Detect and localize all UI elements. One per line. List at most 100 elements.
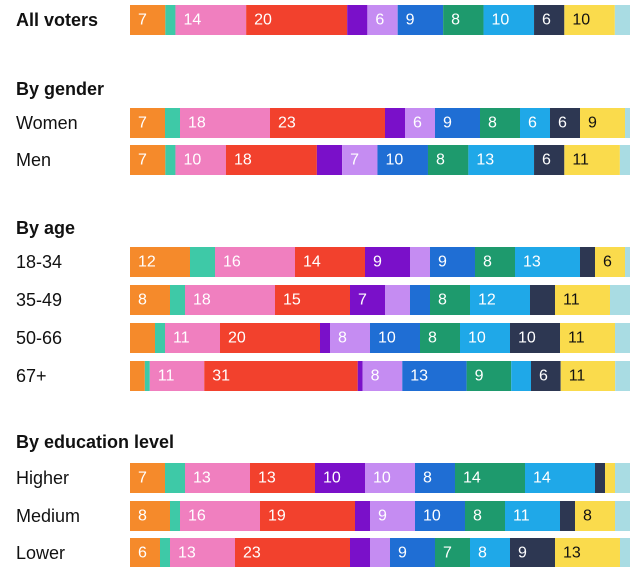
data-label: 8 xyxy=(451,12,460,29)
bar-segment xyxy=(270,108,385,138)
data-label: 13 xyxy=(563,545,581,562)
data-label: 18 xyxy=(234,152,252,169)
data-label: 16 xyxy=(223,254,241,271)
row-label: Lower xyxy=(16,543,65,563)
bar-segment xyxy=(235,538,350,567)
data-label: 8 xyxy=(483,254,492,271)
bar-segment xyxy=(615,501,630,531)
data-label: 8 xyxy=(138,508,147,525)
bar-segment xyxy=(397,5,444,35)
bar-segment xyxy=(180,108,270,138)
data-label: 6 xyxy=(542,12,551,29)
data-label: 18 xyxy=(188,115,206,132)
data-label: 7 xyxy=(138,12,147,29)
data-label: 16 xyxy=(188,508,206,525)
bar-segment xyxy=(614,5,630,35)
bar-segment xyxy=(170,501,180,531)
data-label: 8 xyxy=(371,368,380,385)
data-label: 19 xyxy=(268,508,286,525)
bar-segment xyxy=(155,323,165,353)
data-label: 11 xyxy=(158,368,175,385)
bar-segment xyxy=(415,463,455,493)
bar-segment xyxy=(430,247,475,277)
data-label: 14 xyxy=(533,470,551,487)
data-label: 9 xyxy=(373,254,382,271)
data-label: 9 xyxy=(398,545,407,562)
bar-segment xyxy=(470,538,510,567)
bar-segment xyxy=(530,285,555,315)
data-label: 8 xyxy=(423,470,432,487)
bar-segment xyxy=(560,323,615,353)
bar-segment xyxy=(625,247,630,277)
bar-segment xyxy=(377,145,428,175)
bar-segment xyxy=(610,285,630,315)
bar-segment xyxy=(350,285,385,315)
bar-segment xyxy=(275,285,350,315)
data-label: 10 xyxy=(518,330,536,347)
data-label: 11 xyxy=(569,368,586,385)
data-label: 14 xyxy=(463,470,481,487)
data-label: 8 xyxy=(488,115,497,132)
bar-segment xyxy=(185,285,275,315)
data-label: 18 xyxy=(193,292,211,309)
data-label: 6 xyxy=(375,12,384,29)
bar-segment xyxy=(483,5,535,35)
data-label: 6 xyxy=(413,115,422,132)
bar-segment xyxy=(246,5,348,35)
data-label: 10 xyxy=(373,470,391,487)
bar-segment xyxy=(475,247,515,277)
bar-segment xyxy=(365,463,415,493)
bar-segment xyxy=(620,538,630,567)
bar-segment xyxy=(555,285,610,315)
bar-segment xyxy=(165,108,180,138)
data-label: 9 xyxy=(438,254,447,271)
data-label: 11 xyxy=(173,330,190,347)
bar-segment xyxy=(410,247,430,277)
data-label: 11 xyxy=(563,292,580,309)
data-label: 10 xyxy=(423,508,441,525)
bar-segment xyxy=(330,323,370,353)
bar-segment xyxy=(130,285,170,315)
data-label: 15 xyxy=(283,292,301,309)
bar-segment xyxy=(350,538,370,567)
bar-segment xyxy=(480,108,520,138)
bar-segment xyxy=(510,538,555,567)
data-label: 23 xyxy=(278,115,296,132)
bar-segment xyxy=(435,538,470,567)
bar-segment xyxy=(564,145,620,175)
bar-segment xyxy=(470,285,530,315)
bar-segment xyxy=(185,463,250,493)
bar-segment xyxy=(316,145,343,175)
bar-segment xyxy=(595,247,625,277)
bar-segment xyxy=(365,247,410,277)
bar-segment xyxy=(320,323,330,353)
data-label: 11 xyxy=(568,330,585,347)
data-label: 9 xyxy=(378,508,387,525)
bar-segment xyxy=(355,501,370,531)
row-label: 50-66 xyxy=(16,328,62,348)
bar-segment xyxy=(370,323,420,353)
data-label: 8 xyxy=(338,330,347,347)
bar-segment xyxy=(347,5,368,35)
data-label: 11 xyxy=(572,152,589,169)
bar-segment xyxy=(220,323,320,353)
bar-segment xyxy=(225,145,317,175)
bar-segment xyxy=(415,501,465,531)
bar-segment xyxy=(505,501,560,531)
data-label: 6 xyxy=(542,152,551,169)
bar-segment xyxy=(534,145,565,175)
data-label: 14 xyxy=(183,12,201,29)
bar-segment xyxy=(615,463,630,493)
data-label: 7 xyxy=(350,152,359,169)
data-label: 13 xyxy=(193,470,211,487)
data-label: 10 xyxy=(183,152,201,169)
bar-segment xyxy=(130,501,170,531)
data-label: 7 xyxy=(138,470,147,487)
bar-segment xyxy=(443,5,484,35)
data-label: 6 xyxy=(138,545,147,562)
bar-segment xyxy=(370,538,390,567)
bar-segment xyxy=(625,108,630,138)
bar-segment xyxy=(555,538,620,567)
data-label: 20 xyxy=(228,330,246,347)
